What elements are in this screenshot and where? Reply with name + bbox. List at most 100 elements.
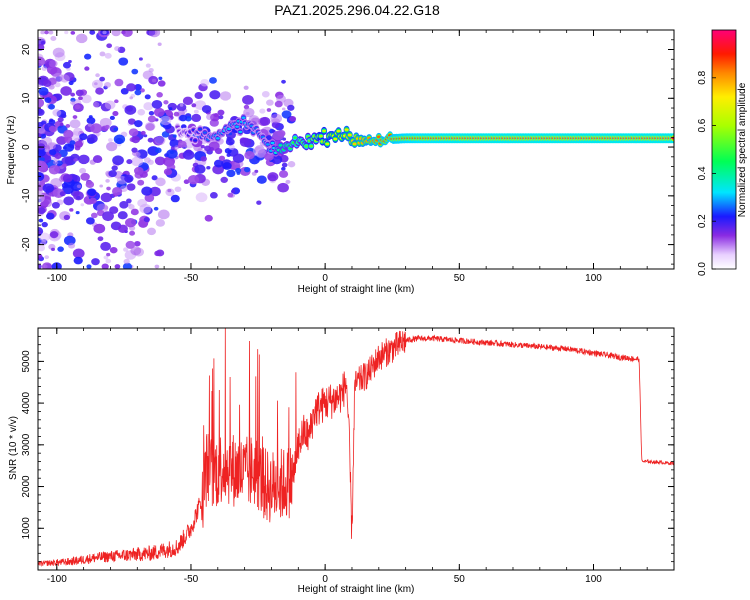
spectral-blob: [57, 246, 64, 252]
spectral-blob: [209, 90, 221, 100]
spectrogram-y-label: Frequency (Hz): [6, 116, 17, 185]
spectral-blob: [70, 130, 82, 141]
spectral-blob: [59, 122, 64, 127]
spec-y-tick-label: 10: [21, 92, 32, 104]
spectral-blob: [89, 197, 97, 204]
spectral-blob: [158, 76, 163, 80]
spectral-blob: [74, 145, 81, 151]
spectral-blob: [155, 147, 162, 154]
spectral-blob: [102, 211, 114, 222]
spectral-blob: [230, 189, 236, 194]
spectral-blob: [95, 73, 100, 78]
spectral-blob: [133, 151, 141, 158]
spectral-blob: [204, 145, 211, 152]
spectral-blob: [38, 244, 45, 252]
spectral-blob: [93, 223, 106, 234]
spectral-blob: [154, 264, 160, 269]
snr-y-tick-label: 3000: [21, 433, 32, 456]
spectral-blob: [73, 191, 84, 201]
spectral-blob: [109, 115, 115, 121]
spec-y-tick-label: -20: [21, 237, 32, 252]
spectral-blob: [106, 141, 118, 152]
ridge-core: [278, 144, 283, 147]
snr-y-tick-label: 4000: [21, 392, 32, 415]
spectral-blob: [281, 107, 286, 111]
spectral-blob: [100, 241, 112, 251]
spectral-blob: [206, 166, 211, 170]
spectral-blob: [62, 174, 73, 183]
spectral-blob: [38, 207, 46, 215]
spectral-blob: [213, 159, 224, 168]
spectral-blob: [43, 264, 48, 269]
spectral-blob: [69, 119, 81, 129]
spectral-blob: [91, 258, 100, 266]
spectral-blob: [281, 162, 288, 168]
ridge-core: [352, 142, 357, 146]
spectral-blob: [170, 146, 175, 150]
spectral-blob: [154, 250, 161, 257]
spectral-blob: [220, 176, 228, 184]
spectral-blob: [178, 140, 187, 148]
spectral-blob: [264, 152, 274, 161]
spectral-blob: [118, 57, 129, 66]
spectral-blob: [191, 113, 202, 123]
spectral-blob: [153, 206, 159, 211]
spectral-blob: [138, 57, 143, 61]
spectral-blob: [38, 253, 43, 259]
spectral-blob: [68, 59, 72, 64]
spectral-blob: [243, 85, 249, 90]
colorbar-gradient: [711, 29, 737, 270]
spectral-blob: [200, 78, 210, 87]
snr-x-label: Height of straight line (km): [298, 584, 415, 595]
spectral-blob: [59, 74, 70, 83]
ridge-core: [270, 141, 275, 145]
spectral-blob: [281, 110, 292, 119]
spectral-blob: [104, 100, 116, 110]
spectral-blob: [38, 143, 46, 150]
ridge-core: [325, 142, 330, 146]
spectral-blob: [222, 162, 232, 170]
spectral-blob: [128, 128, 139, 137]
spectral-blob: [38, 97, 45, 108]
spectral-blob: [256, 175, 267, 184]
spectrogram-frame: [37, 29, 675, 270]
spectral-blob: [85, 217, 95, 225]
spectral-blob: [78, 96, 83, 101]
spectral-blob: [137, 109, 146, 116]
spectral-blob: [172, 134, 177, 138]
spectral-blob: [226, 153, 231, 157]
spectral-blob: [109, 246, 118, 254]
spectral-blob: [103, 205, 109, 210]
colorbar-tick-label: 0.0: [697, 262, 708, 276]
spectral-blob: [218, 115, 224, 120]
spectral-blob: [163, 100, 169, 105]
spectral-blob: [99, 184, 104, 188]
spectral-blob: [179, 114, 188, 122]
spectral-blob: [149, 186, 161, 197]
snr-x-tick-label: 100: [585, 574, 602, 585]
spectral-blob: [38, 133, 42, 138]
spectral-blob: [38, 193, 45, 204]
spectral-blob: [85, 180, 95, 188]
spectral-blob: [124, 105, 137, 115]
spectral-blob: [72, 115, 78, 119]
spectral-blob: [134, 120, 143, 128]
spectral-blob: [274, 100, 283, 108]
spectral-blob: [209, 77, 217, 84]
spec-y-tick-label: -10: [21, 188, 32, 203]
spectral-blob: [212, 164, 224, 175]
spectral-blob: [147, 137, 154, 143]
spectral-blob: [48, 143, 56, 150]
spectral-blob: [235, 167, 242, 173]
spectral-blob: [163, 168, 173, 176]
spectral-blob: [148, 67, 154, 73]
spectral-blob: [63, 143, 75, 152]
spectral-blob: [218, 155, 226, 161]
spectral-blob: [131, 147, 138, 153]
spectral-blob: [239, 137, 252, 147]
spectral-blob: [104, 124, 110, 130]
spectral-blob: [89, 30, 96, 35]
ridge-core: [265, 143, 270, 146]
